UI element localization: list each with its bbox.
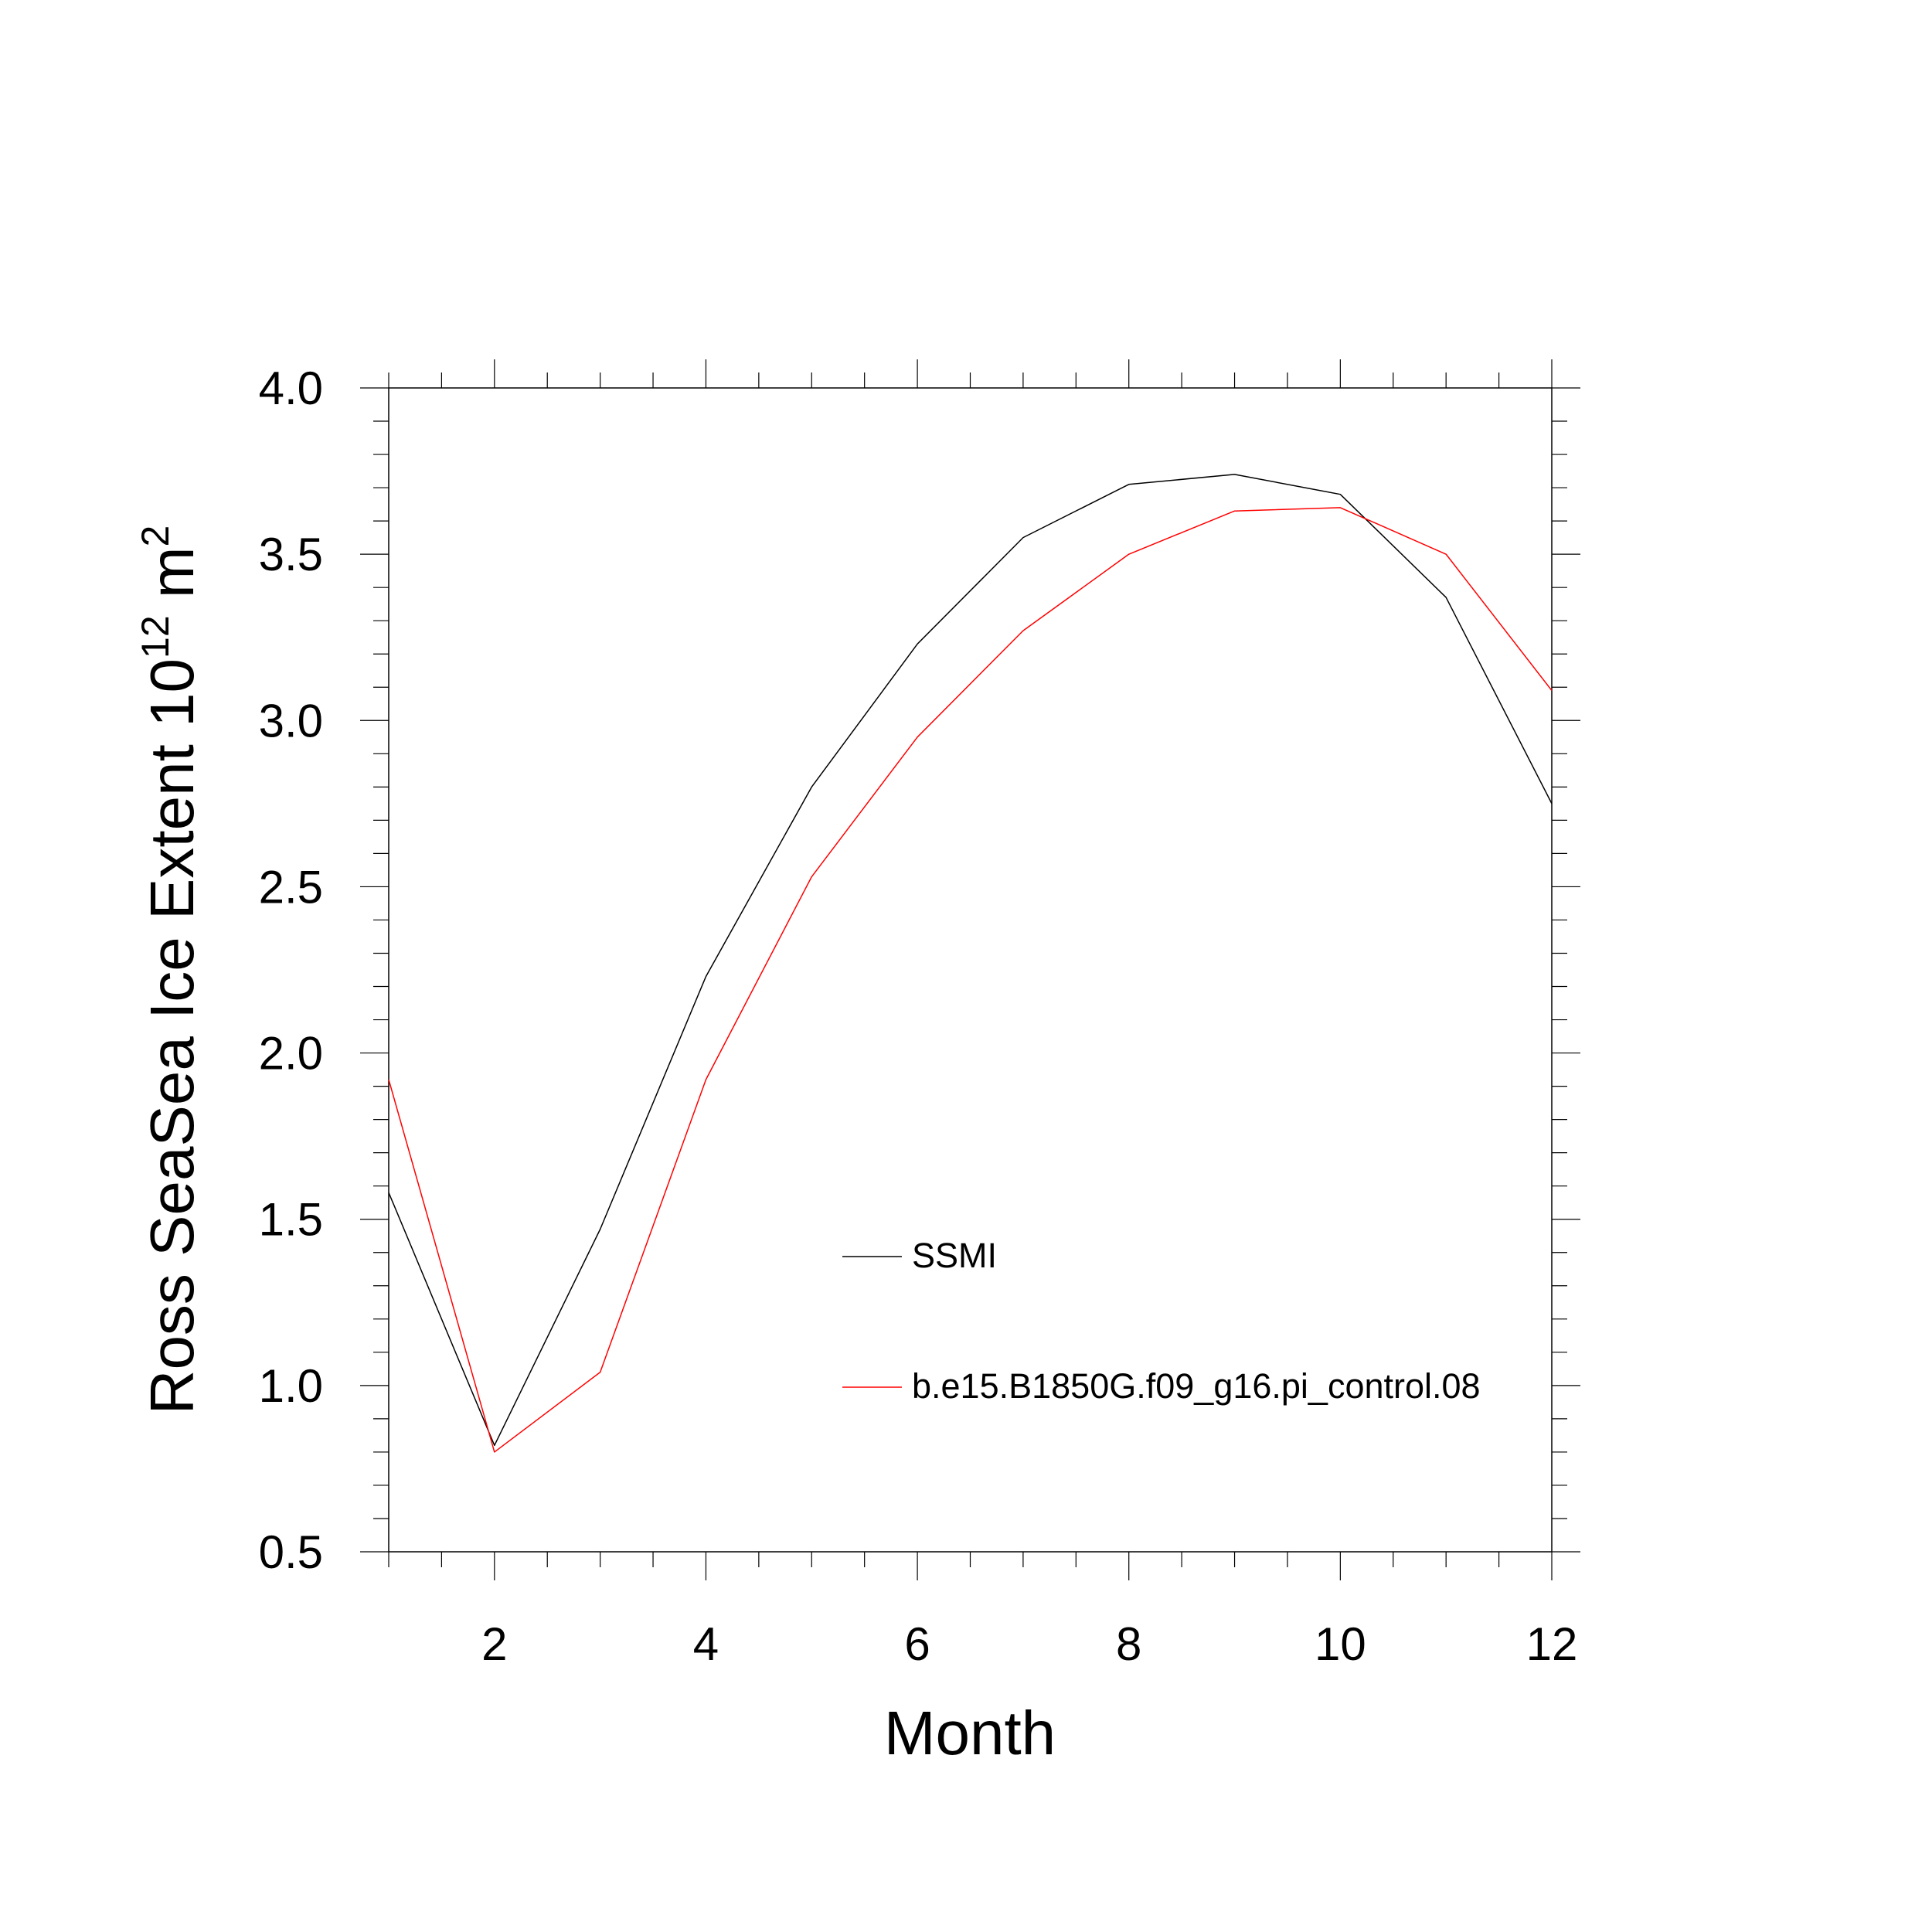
- y-tick-label: 2.0: [259, 1028, 323, 1080]
- x-tick-label: 12: [1526, 1618, 1578, 1670]
- x-tick-label: 8: [1116, 1618, 1141, 1670]
- y-tick-label: 4.0: [259, 362, 323, 414]
- y-tick-label: 3.0: [259, 695, 323, 747]
- x-tick-label: 2: [481, 1618, 507, 1670]
- series-line-ssmi: [388, 474, 1553, 1447]
- series-line-model: [388, 507, 1553, 1453]
- y-tick-label: 0.5: [259, 1526, 323, 1578]
- legend: SSMI b.e15.B1850G.f09_g16.pi_control.08: [842, 1236, 1481, 1406]
- y-tick-label: 2.5: [259, 861, 323, 913]
- x-tick-label: 6: [904, 1618, 930, 1670]
- y-tick-label: 3.5: [259, 529, 323, 580]
- y-tick-label: 1.0: [259, 1360, 323, 1412]
- x-tick-label: 4: [693, 1618, 719, 1670]
- axis-ticks: [360, 359, 1580, 1580]
- x-axis-label: Month: [884, 1699, 1056, 1767]
- plot-frame: [388, 387, 1553, 1553]
- x-tick-labels: 2 4 6 8 10 12: [481, 1618, 1577, 1670]
- y-axis-label: Ross SeaSea Ice Extent 1012 m2: [134, 526, 206, 1415]
- y-tick-labels: 0.5 1.0 1.5 2.0 2.5 3.0 3.5 4.0: [259, 362, 323, 1578]
- x-tick-label: 10: [1315, 1618, 1366, 1670]
- y-tick-label: 1.5: [259, 1194, 323, 1246]
- series-layer: [388, 474, 1553, 1453]
- legend-label-ssmi: SSMI: [912, 1236, 997, 1275]
- legend-label-model: b.e15.B1850G.f09_g16.pi_control.08: [912, 1366, 1481, 1406]
